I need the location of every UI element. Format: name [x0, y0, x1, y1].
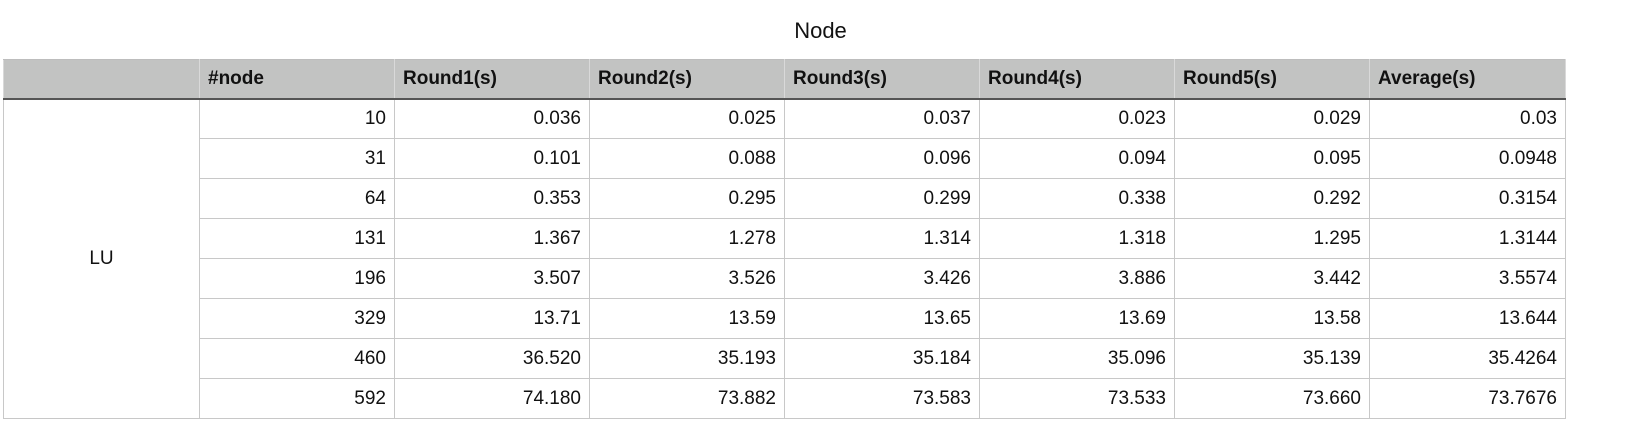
cell-round5[interactable]: 13.58 — [1174, 298, 1370, 339]
cell-node[interactable]: 329 — [199, 298, 395, 339]
column-header-group[interactable] — [3, 59, 200, 100]
cell-round3[interactable]: 1.314 — [784, 218, 980, 259]
table-title: Node — [794, 18, 847, 43]
table-row: 592 74.180 73.882 73.583 73.533 73.660 7… — [4, 378, 1566, 419]
cell-round3[interactable]: 0.037 — [784, 98, 980, 139]
cell-round3[interactable]: 3.426 — [784, 258, 980, 299]
cell-round5[interactable]: 0.095 — [1174, 138, 1370, 179]
cell-round2[interactable]: 1.278 — [589, 218, 785, 259]
cell-average[interactable]: 0.03 — [1369, 98, 1566, 139]
cell-node[interactable]: 31 — [199, 138, 395, 179]
cell-round4[interactable]: 0.023 — [979, 98, 1175, 139]
group-label: LU — [89, 247, 114, 269]
cell-round5[interactable]: 0.292 — [1174, 178, 1370, 219]
table-row: 131 1.367 1.278 1.314 1.318 1.295 1.3144 — [4, 218, 1566, 259]
cell-average[interactable]: 73.7676 — [1369, 378, 1566, 419]
cell-round1[interactable]: 0.036 — [394, 98, 590, 139]
column-header-round5[interactable]: Round5(s) — [1174, 59, 1370, 100]
cell-round4[interactable]: 0.338 — [979, 178, 1175, 219]
cell-round4[interactable]: 3.886 — [979, 258, 1175, 299]
cell-node[interactable]: 64 — [199, 178, 395, 219]
cell-round2[interactable]: 0.295 — [589, 178, 785, 219]
cell-round3[interactable]: 73.583 — [784, 378, 980, 419]
cell-round1[interactable]: 1.367 — [394, 218, 590, 259]
cell-round5[interactable]: 73.660 — [1174, 378, 1370, 419]
cell-node[interactable]: 131 — [199, 218, 395, 259]
cell-round1[interactable]: 36.520 — [394, 338, 590, 379]
cell-round4[interactable]: 1.318 — [979, 218, 1175, 259]
cell-round2[interactable]: 0.025 — [589, 98, 785, 139]
table-row: 31 0.101 0.088 0.096 0.094 0.095 0.0948 — [4, 138, 1566, 179]
cell-round1[interactable]: 74.180 — [394, 378, 590, 419]
column-header-node[interactable]: #node — [199, 59, 395, 100]
table-row: 329 13.71 13.59 13.65 13.69 13.58 13.644 — [4, 298, 1566, 339]
cell-round3[interactable]: 0.299 — [784, 178, 980, 219]
cell-round3[interactable]: 35.184 — [784, 338, 980, 379]
cell-average[interactable]: 35.4264 — [1369, 338, 1566, 379]
column-header-round2[interactable]: Round2(s) — [589, 59, 785, 100]
cell-node[interactable]: 196 — [199, 258, 395, 299]
cell-average[interactable]: 3.5574 — [1369, 258, 1566, 299]
cell-round1[interactable]: 0.101 — [394, 138, 590, 179]
cell-round3[interactable]: 13.65 — [784, 298, 980, 339]
column-header-round3[interactable]: Round3(s) — [784, 59, 980, 100]
group-label-cell[interactable]: LU — [3, 98, 200, 419]
cell-round5[interactable]: 35.139 — [1174, 338, 1370, 379]
cell-round2[interactable]: 35.193 — [589, 338, 785, 379]
cell-round2[interactable]: 0.088 — [589, 138, 785, 179]
table-row: 460 36.520 35.193 35.184 35.096 35.139 3… — [4, 338, 1566, 379]
cell-round5[interactable]: 1.295 — [1174, 218, 1370, 259]
data-table: #node Round1(s) Round2(s) Round3(s) Roun… — [3, 59, 1566, 419]
cell-node[interactable]: 460 — [199, 338, 395, 379]
cell-round1[interactable]: 0.353 — [394, 178, 590, 219]
cell-node[interactable]: 10 — [199, 98, 395, 139]
cell-average[interactable]: 1.3144 — [1369, 218, 1566, 259]
column-header-round1[interactable]: Round1(s) — [394, 59, 590, 100]
cell-round4[interactable]: 13.69 — [979, 298, 1175, 339]
cell-round5[interactable]: 0.029 — [1174, 98, 1370, 139]
cell-round2[interactable]: 73.882 — [589, 378, 785, 419]
cell-round2[interactable]: 3.526 — [589, 258, 785, 299]
header-row: #node Round1(s) Round2(s) Round3(s) Roun… — [3, 59, 1566, 100]
cell-round5[interactable]: 3.442 — [1174, 258, 1370, 299]
table-row: 64 0.353 0.295 0.299 0.338 0.292 0.3154 — [4, 178, 1566, 219]
cell-round4[interactable]: 35.096 — [979, 338, 1175, 379]
column-header-average[interactable]: Average(s) — [1369, 59, 1566, 100]
cell-node[interactable]: 592 — [199, 378, 395, 419]
cell-average[interactable]: 13.644 — [1369, 298, 1566, 339]
cell-round3[interactable]: 0.096 — [784, 138, 980, 179]
cell-average[interactable]: 0.0948 — [1369, 138, 1566, 179]
table-body: LU 10 0.036 0.025 0.037 0.023 0.029 0.03… — [3, 98, 1566, 419]
cell-average[interactable]: 0.3154 — [1369, 178, 1566, 219]
table-row: LU 10 0.036 0.025 0.037 0.023 0.029 0.03 — [3, 98, 1566, 419]
cell-round1[interactable]: 3.507 — [394, 258, 590, 299]
cell-round4[interactable]: 0.094 — [979, 138, 1175, 179]
cell-round2[interactable]: 13.59 — [589, 298, 785, 339]
cell-round1[interactable]: 13.71 — [394, 298, 590, 339]
column-header-round4[interactable]: Round4(s) — [979, 59, 1175, 100]
cell-round4[interactable]: 73.533 — [979, 378, 1175, 419]
table-row: 196 3.507 3.526 3.426 3.886 3.442 3.5574 — [4, 258, 1566, 299]
